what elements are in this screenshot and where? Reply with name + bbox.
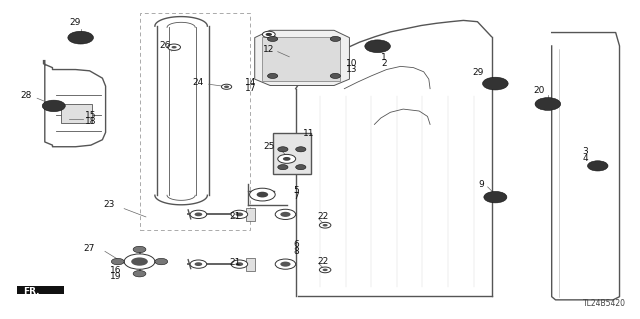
Circle shape (323, 269, 328, 271)
Text: TL24B5420: TL24B5420 (583, 299, 626, 308)
Text: 8: 8 (293, 247, 299, 256)
Circle shape (319, 267, 331, 273)
Bar (140, 13, 250, 230)
Text: 24: 24 (192, 78, 204, 87)
Circle shape (296, 147, 306, 152)
Circle shape (323, 224, 328, 226)
Text: 10: 10 (346, 59, 357, 68)
Circle shape (111, 258, 124, 265)
Circle shape (365, 40, 390, 53)
Text: 28: 28 (20, 91, 31, 100)
Bar (61, 104, 92, 123)
Bar (246, 208, 255, 221)
Text: 21: 21 (229, 212, 241, 221)
Circle shape (224, 85, 229, 88)
Circle shape (278, 147, 288, 152)
Text: 26: 26 (159, 41, 170, 50)
Text: 22: 22 (317, 212, 329, 221)
Circle shape (262, 31, 275, 38)
Bar (17, 286, 64, 294)
Circle shape (484, 191, 507, 203)
Circle shape (330, 73, 340, 78)
Text: 3: 3 (582, 147, 588, 156)
Circle shape (319, 222, 331, 228)
Text: 6: 6 (293, 241, 299, 249)
Circle shape (275, 209, 296, 219)
Circle shape (236, 212, 243, 216)
Circle shape (68, 31, 93, 44)
Circle shape (221, 84, 232, 89)
Text: 25: 25 (264, 142, 275, 151)
Text: 5: 5 (293, 186, 299, 195)
Circle shape (124, 254, 155, 269)
Text: 21: 21 (229, 258, 241, 267)
Circle shape (278, 165, 288, 170)
Text: 15: 15 (84, 111, 96, 120)
Circle shape (280, 262, 291, 267)
Text: 16: 16 (110, 266, 122, 275)
Text: 2: 2 (381, 59, 387, 68)
Text: 17: 17 (244, 84, 256, 93)
Circle shape (283, 157, 291, 161)
Polygon shape (255, 30, 349, 85)
Text: 22: 22 (317, 257, 329, 266)
Circle shape (172, 46, 177, 48)
Circle shape (535, 98, 561, 110)
Circle shape (268, 73, 278, 78)
Circle shape (131, 257, 148, 266)
Text: 27: 27 (83, 244, 95, 253)
Circle shape (588, 161, 608, 171)
Circle shape (257, 192, 268, 197)
Text: 9: 9 (478, 180, 484, 189)
Circle shape (266, 33, 272, 36)
Circle shape (195, 262, 202, 266)
Text: 23: 23 (104, 200, 115, 209)
Circle shape (330, 36, 340, 41)
Circle shape (236, 262, 243, 266)
Text: 18: 18 (84, 117, 96, 126)
Text: 14: 14 (244, 78, 256, 87)
Circle shape (168, 44, 180, 50)
Text: 29: 29 (70, 19, 81, 27)
Circle shape (133, 271, 146, 277)
Text: 20: 20 (533, 86, 545, 95)
Circle shape (231, 260, 248, 268)
Text: 29: 29 (472, 68, 484, 77)
Text: 4: 4 (582, 154, 588, 163)
Text: 11: 11 (303, 129, 315, 138)
Text: 13: 13 (346, 65, 357, 74)
Circle shape (268, 36, 278, 41)
Circle shape (133, 246, 146, 253)
Circle shape (42, 100, 65, 112)
Bar (262, 37, 340, 81)
Circle shape (250, 188, 275, 201)
Text: 12: 12 (262, 45, 274, 54)
Text: 19: 19 (110, 272, 122, 281)
Circle shape (195, 212, 202, 216)
Circle shape (231, 210, 248, 219)
Circle shape (483, 77, 508, 90)
Bar (246, 258, 255, 271)
Circle shape (275, 259, 296, 269)
Circle shape (280, 212, 291, 217)
Circle shape (190, 210, 207, 219)
Circle shape (190, 260, 207, 268)
Circle shape (296, 165, 306, 170)
Bar (273, 133, 311, 174)
Text: 7: 7 (293, 192, 299, 201)
Text: 1: 1 (381, 53, 387, 62)
Text: FR.: FR. (23, 287, 40, 296)
Circle shape (278, 154, 296, 163)
Circle shape (155, 258, 168, 265)
